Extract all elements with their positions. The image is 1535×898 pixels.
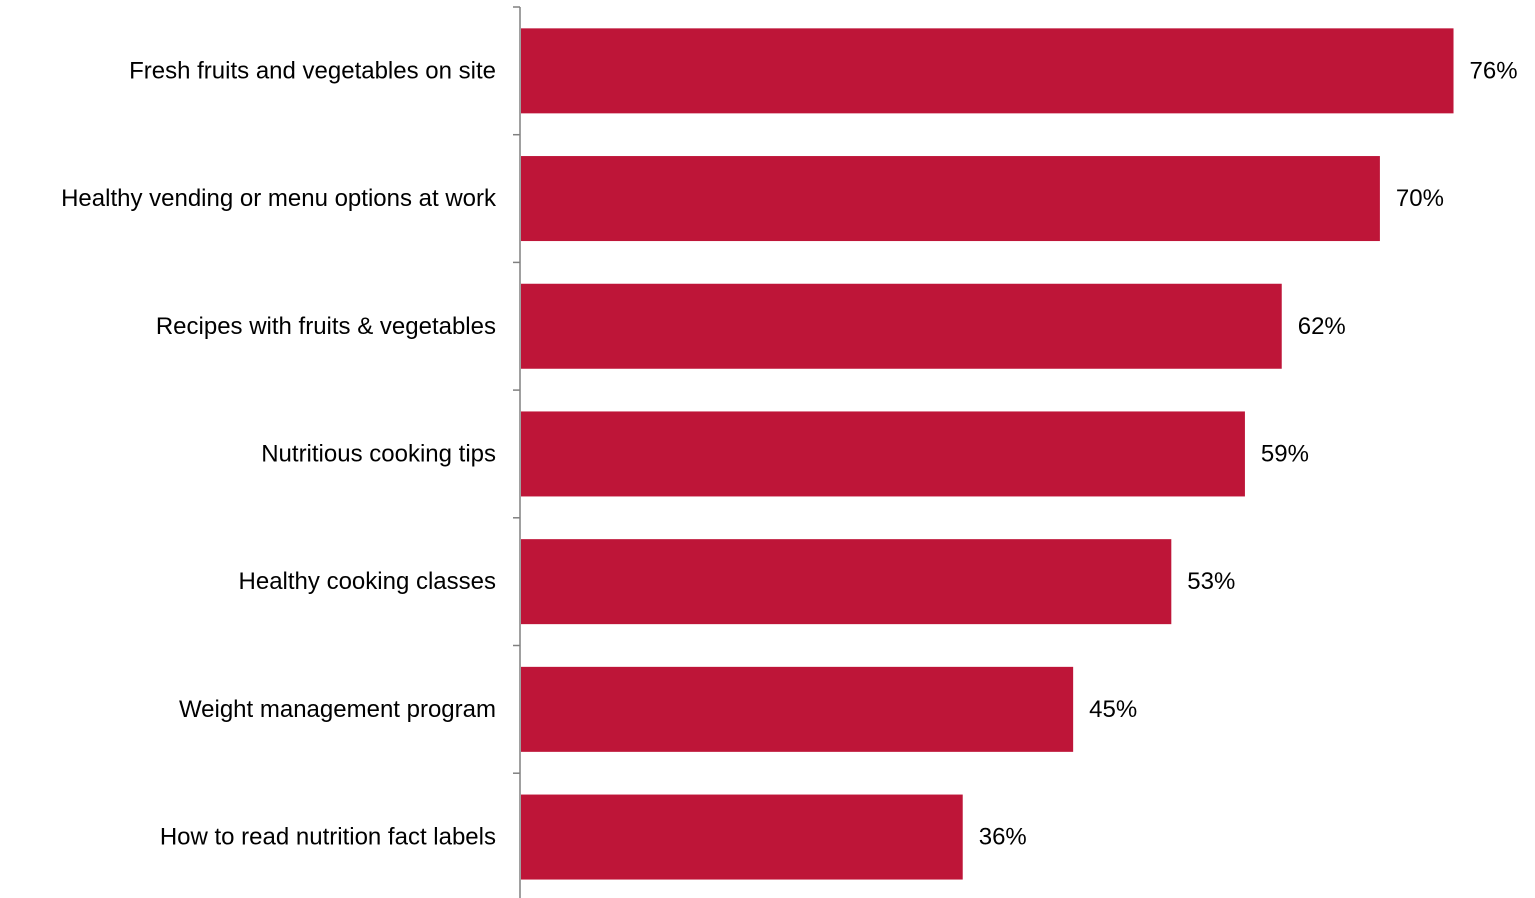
category-label: How to read nutrition fact labels <box>160 824 496 851</box>
category-axis <box>513 6 521 898</box>
data-label: 36% <box>979 824 1027 851</box>
data-label: 45% <box>1089 696 1137 723</box>
bar <box>521 411 1245 497</box>
bar <box>521 666 1074 752</box>
category-label: Healthy cooking classes <box>239 568 496 595</box>
bar <box>521 794 963 880</box>
value-labels: 76% 70% 62% 59% 53% 45% 36% <box>979 57 1518 850</box>
category-label: Nutritious cooking tips <box>261 440 496 467</box>
category-label: Weight management program <box>179 696 496 723</box>
data-label: 76% <box>1470 57 1518 84</box>
category-label: Fresh fruits and vegetables on site <box>129 57 496 84</box>
category-label: Recipes with fruits & vegetables <box>156 313 496 340</box>
bar <box>521 28 1454 114</box>
bars <box>521 28 1454 880</box>
category-labels: Fresh fruits and vegetables on site Healt… <box>61 57 497 850</box>
data-label: 53% <box>1187 568 1235 595</box>
data-label: 62% <box>1298 313 1346 340</box>
category-label: Healthy vending or menu options at work <box>61 185 497 212</box>
data-label: 59% <box>1261 440 1309 467</box>
data-label: 70% <box>1396 185 1444 212</box>
bar <box>521 539 1172 625</box>
bar <box>521 156 1380 242</box>
bar <box>521 283 1282 369</box>
